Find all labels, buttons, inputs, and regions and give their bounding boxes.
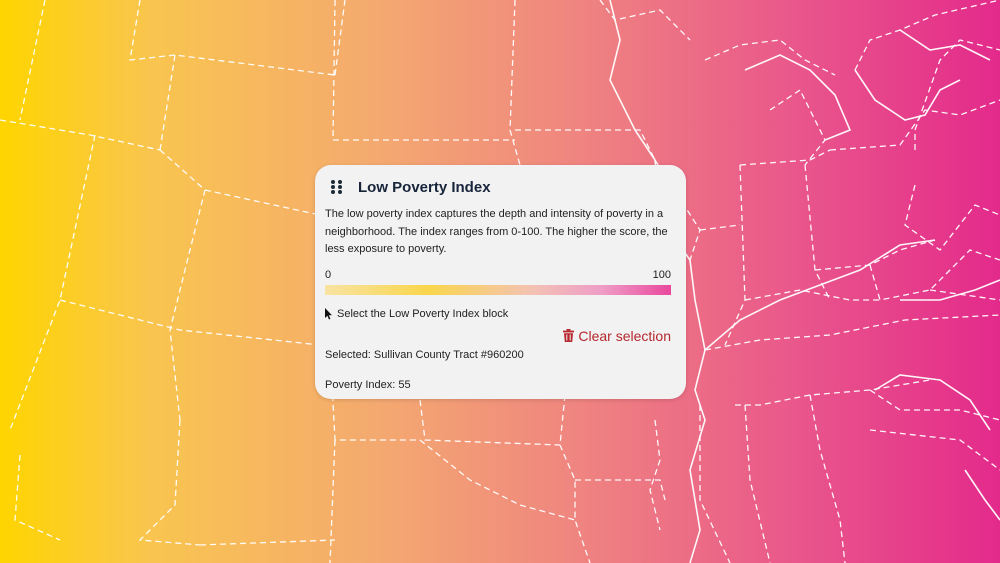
clear-row: Clear selection bbox=[325, 327, 676, 345]
instruction-text: Select the Low Poverty Index block bbox=[337, 307, 509, 320]
selected-tract-text: Selected: Sullivan County Tract #960200 bbox=[325, 348, 524, 361]
panel-header: Low Poverty Index bbox=[325, 177, 676, 197]
panel-title: Low Poverty Index bbox=[358, 178, 491, 196]
scale-min-label: 0 bbox=[325, 268, 332, 281]
poverty-index-value: Poverty Index: 55 bbox=[325, 378, 411, 391]
info-panel: Low Poverty Index The low poverty index … bbox=[315, 165, 686, 399]
scale-labels: 0 100 bbox=[325, 269, 676, 282]
cursor-icon bbox=[325, 307, 332, 319]
drag-handle-icon[interactable] bbox=[331, 180, 343, 194]
color-scale-bar bbox=[325, 284, 671, 295]
trash-icon bbox=[563, 329, 575, 342]
scale-max-label: 100 bbox=[652, 268, 671, 281]
instruction-row: Select the Low Poverty Index block bbox=[325, 307, 676, 321]
clear-selection-button[interactable]: Clear selection bbox=[563, 327, 671, 345]
panel-description: The low poverty index captures the depth… bbox=[325, 208, 668, 255]
clear-selection-label: Clear selection bbox=[578, 327, 671, 344]
